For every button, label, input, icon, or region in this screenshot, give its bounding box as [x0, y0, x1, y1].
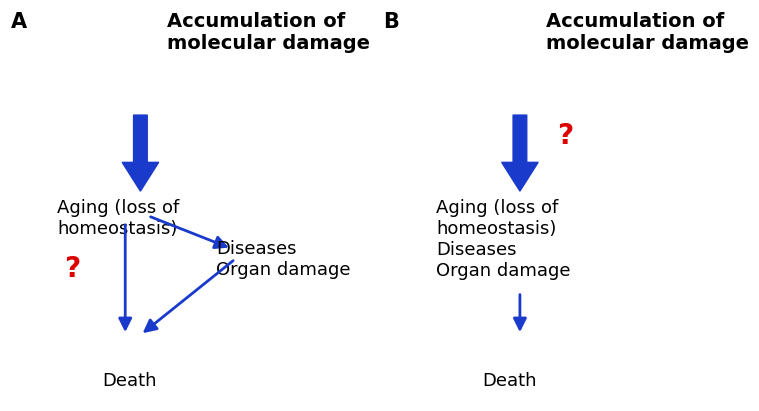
Text: ?: ?: [557, 122, 574, 150]
Text: ?: ?: [64, 255, 80, 283]
Text: Death: Death: [102, 372, 157, 390]
Text: Aging (loss of
homeostasis)
Diseases
Organ damage: Aging (loss of homeostasis) Diseases Org…: [436, 199, 571, 280]
FancyArrow shape: [502, 115, 538, 191]
Text: Diseases
Organ damage: Diseases Organ damage: [216, 240, 351, 279]
Text: Death: Death: [482, 372, 537, 390]
Text: A: A: [11, 12, 27, 32]
Text: B: B: [383, 12, 399, 32]
FancyArrow shape: [122, 115, 159, 191]
Text: Accumulation of
molecular damage: Accumulation of molecular damage: [167, 12, 370, 53]
Text: Accumulation of
molecular damage: Accumulation of molecular damage: [546, 12, 749, 53]
Text: Aging (loss of
homeostasis): Aging (loss of homeostasis): [57, 199, 179, 238]
